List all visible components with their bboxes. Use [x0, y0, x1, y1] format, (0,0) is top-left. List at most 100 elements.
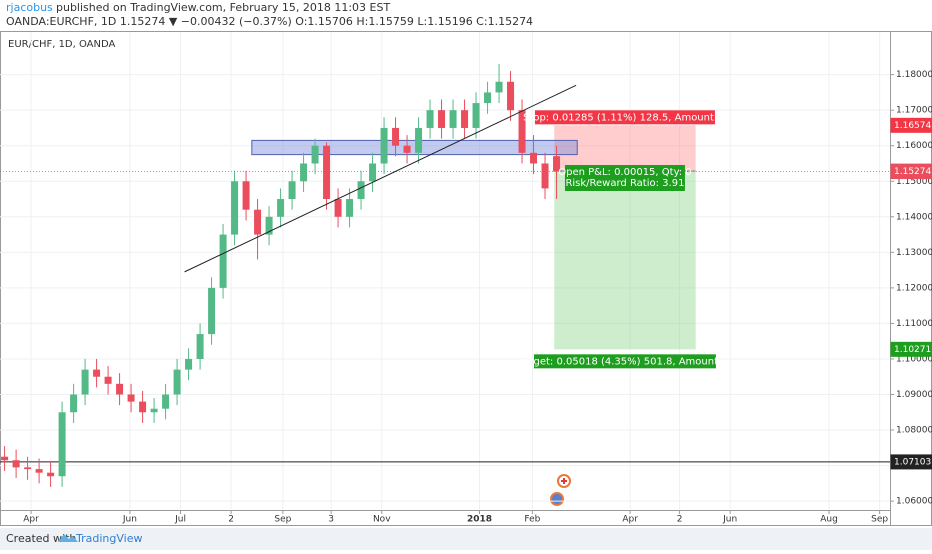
candle-body — [323, 145, 331, 200]
candle-body — [461, 110, 469, 128]
candle-body — [449, 110, 457, 128]
trend-line — [184, 84, 577, 273]
y-tick-label: 1.09000 — [896, 390, 932, 400]
target-zone — [554, 170, 696, 350]
candle-body — [300, 163, 308, 182]
x-tick-label: Jul — [174, 515, 186, 525]
candle-body — [277, 199, 285, 217]
x-tick-label: 2 — [228, 515, 234, 525]
candle-body — [357, 181, 365, 200]
x-tick-label: Sep — [871, 515, 888, 525]
candle-body — [173, 369, 181, 395]
event-icon-flag[interactable] — [550, 492, 564, 506]
candle-body — [415, 127, 423, 153]
candle-body — [265, 216, 273, 235]
price-tag-bg — [890, 164, 932, 180]
candle-body — [426, 110, 434, 128]
published: published on TradingView.com, February 1… — [56, 1, 390, 14]
resistance-zone — [251, 139, 578, 156]
y-tick-label: 1.10000 — [896, 354, 932, 364]
x-tick-label: Jun — [722, 515, 737, 525]
price-tag-bg — [890, 341, 932, 357]
plot — [0, 32, 890, 510]
price-tag: 1.15274 — [894, 167, 931, 177]
y-tick-label: 1.14000 — [896, 212, 932, 222]
candle-body — [346, 199, 354, 217]
candle-body — [484, 92, 492, 104]
pnl-bg — [564, 164, 685, 191]
x-tick-label: Apr — [23, 515, 39, 525]
candle-body — [104, 376, 112, 384]
y-tick-label: 1.17000 — [896, 106, 932, 116]
x-tick-label: Aug — [820, 515, 838, 525]
candle-body — [58, 412, 66, 477]
candle-body — [70, 394, 78, 413]
candle-body — [196, 334, 204, 359]
candle-body — [288, 181, 296, 200]
footer-bar — [0, 528, 932, 550]
price-tag: 1.07103 — [894, 457, 931, 467]
x-tick-label: 3 — [328, 515, 334, 525]
y-tick-label: 1.16000 — [896, 141, 932, 151]
candle-body — [403, 145, 411, 153]
candle-body — [24, 467, 32, 470]
candle-body — [162, 394, 170, 409]
candle-body — [185, 358, 193, 370]
logo — [58, 534, 78, 542]
candle-body — [254, 209, 262, 235]
author: rjacobus — [6, 1, 53, 14]
stop-zone — [554, 125, 696, 171]
candle-body — [507, 81, 515, 111]
stop-label: Stop: 0.01285 (1.11%) 128.5, Amount: 1 — [523, 112, 727, 123]
candle-body — [231, 181, 239, 235]
candle-body — [116, 383, 124, 395]
candle-body — [1, 456, 9, 461]
candle-body — [311, 145, 319, 164]
y-tick-label: 1.11000 — [896, 319, 932, 329]
candle-body — [530, 152, 538, 164]
candle-body — [150, 408, 158, 413]
price-tag: 1.10271 — [894, 345, 931, 355]
candle-body — [541, 163, 549, 189]
y-tick-label: 1.13000 — [896, 248, 932, 258]
candle-body — [47, 472, 55, 477]
pnl-label: Open P&L: 0.00015, Qty: 0 — [558, 167, 691, 178]
y-tick-label: 1.15000 — [896, 177, 932, 187]
candle-body — [334, 199, 342, 217]
event-icon-cross — [561, 478, 567, 484]
candle-body — [12, 460, 20, 468]
x-tick-label: Jun — [122, 515, 137, 525]
candle-body — [392, 127, 400, 146]
stop-label-bg — [534, 110, 715, 125]
candle-body — [219, 234, 227, 288]
candle-body — [472, 103, 480, 128]
candle-body — [93, 369, 101, 377]
chart-title: EUR/CHF, 1D, OANDA — [8, 39, 116, 50]
y-tick-label: 1.12000 — [896, 283, 932, 293]
candle-body — [81, 369, 89, 395]
x-tick-label: Feb — [524, 515, 540, 525]
x-tick-label: Sep — [274, 515, 291, 525]
candle-body — [208, 287, 216, 335]
y-tick-label: 1.06000 — [896, 497, 932, 507]
candle-body — [369, 163, 377, 182]
candle-body — [518, 110, 526, 153]
x-tick-label: 2018 — [467, 515, 492, 525]
candle-body — [242, 181, 250, 210]
candle-body — [380, 127, 388, 164]
price-tag: 1.16574 — [894, 121, 931, 131]
x-tick-label: 2 — [677, 515, 683, 525]
price-tag-bg — [890, 454, 932, 470]
candle-body — [127, 394, 135, 402]
y-tick-label: 1.08000 — [896, 426, 932, 436]
target-label: Target: 0.05018 (4.35%) 501.8, Amount: 1 — [518, 356, 731, 367]
candle-body — [553, 156, 561, 172]
candle-body — [35, 469, 43, 473]
target-label-bg — [533, 354, 716, 369]
x-tick-label: Apr — [622, 515, 638, 525]
x-tick-label: Nov — [373, 515, 391, 525]
price-tag-bg — [890, 117, 932, 133]
